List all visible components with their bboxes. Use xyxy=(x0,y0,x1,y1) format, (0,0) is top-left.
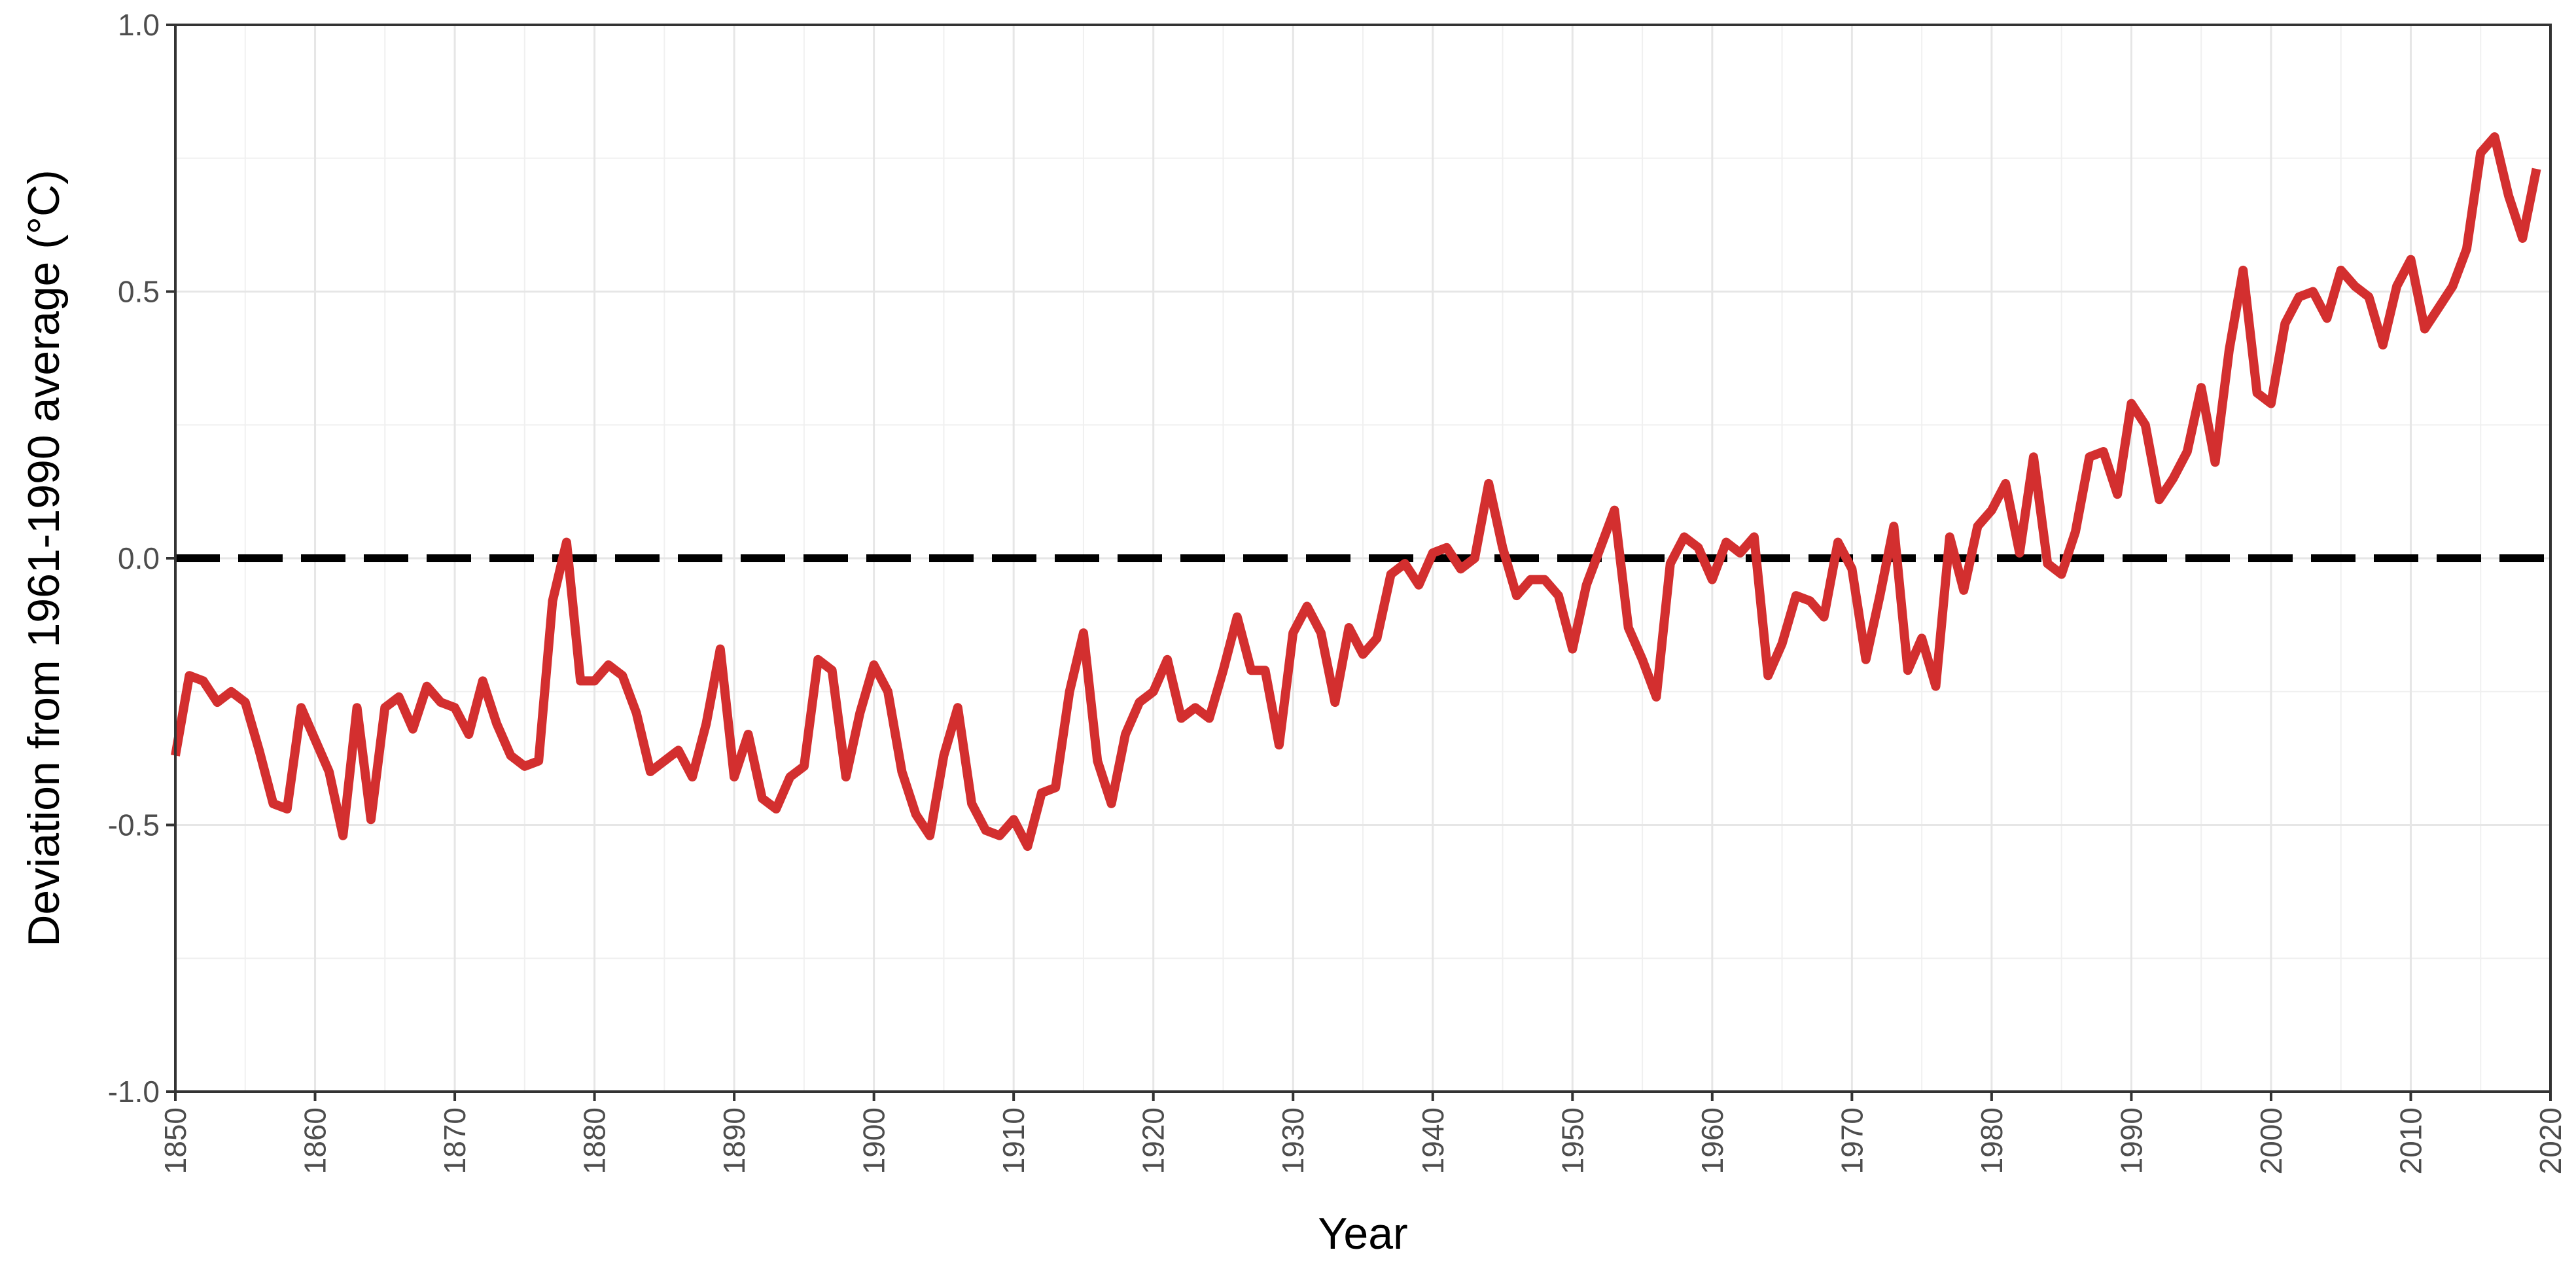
x-tick-label: 1890 xyxy=(717,1107,751,1174)
y-tick-label: 0.5 xyxy=(118,275,160,309)
x-tick-label: 1970 xyxy=(1835,1107,1869,1174)
x-tick-label: 2000 xyxy=(2254,1107,2288,1174)
series-line-0 xyxy=(171,132,2541,851)
x-tick-label: 2010 xyxy=(2393,1107,2427,1174)
x-tick-label: 1880 xyxy=(578,1107,612,1174)
y-tick-label: 0.0 xyxy=(118,541,160,575)
x-tick-label: 1870 xyxy=(438,1107,472,1174)
y-tick-label: -1.0 xyxy=(108,1075,160,1109)
x-tick-label: 1950 xyxy=(1555,1107,1589,1174)
y-tick-label: 1.0 xyxy=(118,8,160,42)
y-tick-label: -0.5 xyxy=(108,808,160,842)
x-axis-title: Year xyxy=(1318,1209,1407,1259)
x-tick-label: 2020 xyxy=(2533,1107,2567,1174)
x-tick-label: 1980 xyxy=(1975,1107,2009,1174)
x-tick-label: 1910 xyxy=(997,1107,1031,1174)
x-tick-label: 1930 xyxy=(1276,1107,1310,1174)
x-tick-label: 1850 xyxy=(158,1107,192,1174)
series-layer xyxy=(171,132,2541,851)
x-tick-label: 1940 xyxy=(1416,1107,1450,1174)
x-tick-label: 1990 xyxy=(2114,1107,2148,1174)
x-axis: 1850 1860 1870 1880 1890 1900 1910 1920 1930 1940… xyxy=(158,1092,2567,1174)
y-axis: -1.0 -0.5 0.0 0.5 1.0 xyxy=(108,8,175,1109)
x-tick-label: 1920 xyxy=(1137,1107,1171,1174)
y-axis-title: Deviation from 1961-1990 average (°C) xyxy=(19,170,69,947)
x-tick-label: 1860 xyxy=(298,1107,332,1174)
x-tick-label: 1900 xyxy=(857,1107,891,1174)
x-tick-label: 1960 xyxy=(1695,1107,1729,1174)
